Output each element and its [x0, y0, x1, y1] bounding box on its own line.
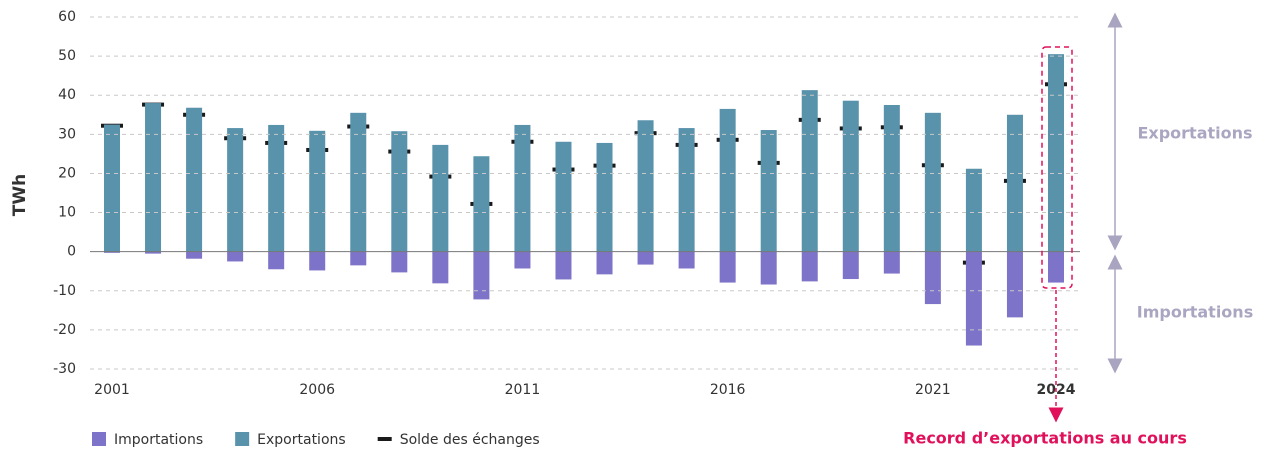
y-tick-label: -10: [53, 283, 76, 299]
bar: [432, 144, 449, 252]
bar: [145, 251, 162, 254]
y-axis-label: TWh: [10, 174, 30, 216]
bar: [145, 103, 162, 252]
legend-swatch: [377, 437, 392, 441]
x-tick-label: 2016: [710, 382, 746, 398]
y-tick-label: 0: [67, 244, 76, 260]
bar: [186, 251, 203, 259]
bar: [227, 251, 244, 262]
bar: [350, 112, 367, 252]
highlight-box: [1041, 46, 1073, 289]
bar: [760, 130, 777, 252]
bar: [350, 251, 367, 266]
bar: [678, 128, 695, 252]
bar: [924, 251, 941, 305]
annotation: Exportations: [1137, 124, 1252, 143]
bar: [268, 124, 285, 252]
bar: [1048, 251, 1064, 283]
y-tick-label: -20: [53, 322, 76, 338]
bar: [596, 251, 613, 275]
legend-swatch: [235, 432, 250, 446]
bar: [801, 90, 818, 252]
legend-label: Solde des échanges: [400, 432, 540, 448]
bar: [1006, 251, 1023, 318]
bar: [555, 251, 572, 280]
bar: [801, 251, 818, 282]
bar: [883, 251, 900, 274]
bar: [391, 251, 408, 273]
annotation: Record d’exportations au cours: [903, 429, 1187, 448]
bar: [555, 141, 572, 252]
bar: [104, 251, 120, 253]
bar: [186, 107, 203, 252]
bar: [678, 251, 695, 269]
annotation: Importations: [1137, 303, 1253, 322]
x-tick-label: 2001: [94, 382, 130, 398]
bar: [309, 130, 326, 252]
bar: [842, 100, 859, 252]
bar: [473, 251, 490, 300]
bar: [1048, 54, 1064, 252]
bar: [719, 108, 736, 252]
bar: [637, 120, 654, 252]
bar: [391, 131, 408, 252]
bar: [924, 112, 941, 252]
bar: [842, 251, 859, 280]
y-tick-label: 50: [58, 48, 76, 64]
bar: [514, 251, 531, 269]
bar: [719, 251, 736, 283]
y-tick-label: 10: [58, 205, 76, 221]
y-tick-label: -30: [53, 361, 76, 377]
x-tick-label: 2011: [505, 382, 541, 398]
bar: [883, 105, 900, 252]
legend-label: Exportations: [257, 432, 346, 448]
bar: [473, 156, 490, 252]
x-tick-label: 2006: [299, 382, 335, 398]
bar: [227, 128, 244, 252]
bar: [1006, 114, 1023, 252]
bar: [596, 142, 613, 252]
x-tick-label: 2021: [915, 382, 951, 398]
y-tick-label: 20: [58, 165, 76, 181]
bar: [965, 251, 982, 346]
y-tick-label: 40: [58, 87, 76, 103]
bar: [637, 251, 654, 265]
legend-label: Importations: [114, 432, 203, 448]
bar: [104, 124, 120, 252]
bar: [514, 124, 531, 252]
y-tick-label: 60: [58, 9, 76, 25]
bar: [309, 251, 326, 271]
bar: [268, 251, 285, 270]
bar: [760, 251, 777, 285]
y-tick-label: 30: [58, 126, 76, 142]
legend-swatch: [92, 432, 106, 446]
bar: [965, 168, 982, 252]
bar: [432, 251, 449, 284]
